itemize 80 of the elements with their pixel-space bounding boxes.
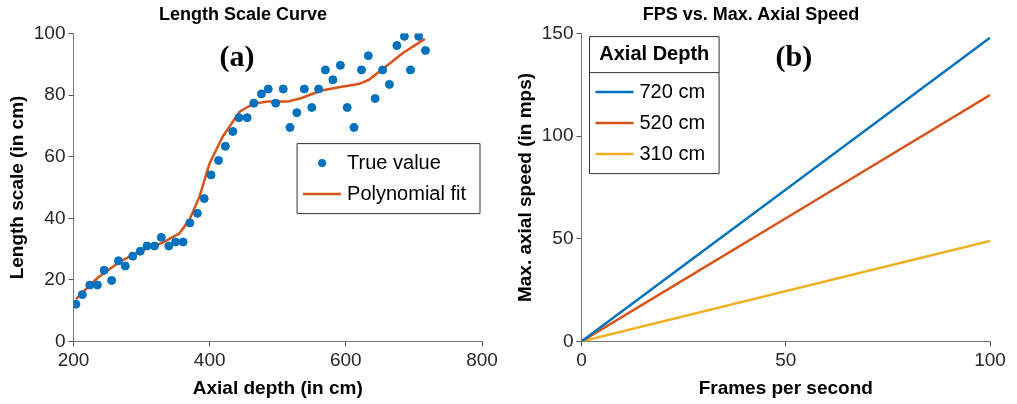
x-tick-label: 400 bbox=[193, 349, 226, 371]
point bbox=[156, 232, 166, 242]
point bbox=[356, 65, 366, 75]
point bbox=[278, 84, 288, 94]
y-axis-title: Max. axial speed (in mps) bbox=[513, 72, 535, 303]
x-tick-label: 100 bbox=[974, 349, 1006, 371]
point bbox=[120, 261, 130, 271]
x-axis-title: Axial depth (in cm) bbox=[192, 376, 363, 398]
point bbox=[171, 237, 181, 247]
chart-title: Length Scale Curve bbox=[158, 3, 328, 24]
legend-label: 520 cm bbox=[639, 110, 706, 133]
point bbox=[214, 155, 224, 165]
x-tick-label: 800 bbox=[466, 349, 498, 371]
point bbox=[107, 275, 117, 285]
y-tick-label: 50 bbox=[552, 227, 574, 249]
x-tick-label: 50 bbox=[775, 349, 797, 371]
y-tick-label: 40 bbox=[44, 206, 66, 228]
y-tick-label: 60 bbox=[44, 144, 66, 166]
annotation: (a) bbox=[219, 39, 255, 74]
point bbox=[135, 246, 145, 256]
point bbox=[328, 75, 338, 85]
point bbox=[164, 241, 174, 251]
y-tick-label: 80 bbox=[44, 83, 66, 105]
legend-label: True value bbox=[347, 150, 441, 173]
y-axis-title: Length scale (in cm) bbox=[5, 95, 27, 280]
point bbox=[335, 60, 345, 70]
point bbox=[249, 98, 259, 108]
x-tick-label: 600 bbox=[329, 349, 362, 371]
point bbox=[406, 65, 416, 75]
point bbox=[271, 98, 281, 108]
legend-title: Axial Depth bbox=[599, 42, 710, 65]
point bbox=[378, 65, 388, 75]
x-axis-title: Frames per second bbox=[698, 376, 873, 398]
point bbox=[392, 41, 402, 51]
y-tick-label: 20 bbox=[44, 268, 66, 290]
point bbox=[399, 33, 409, 41]
point bbox=[299, 84, 309, 94]
point bbox=[113, 256, 123, 266]
point bbox=[150, 241, 160, 251]
point bbox=[77, 290, 87, 300]
point bbox=[99, 265, 109, 275]
point bbox=[307, 102, 317, 112]
y-tick-label: 100 bbox=[33, 21, 66, 43]
point bbox=[73, 299, 81, 309]
point bbox=[234, 113, 244, 123]
point bbox=[228, 126, 238, 136]
x-tick-label: 200 bbox=[57, 349, 90, 371]
point bbox=[320, 65, 330, 75]
legend-label: 720 cm bbox=[639, 79, 706, 102]
point bbox=[206, 170, 216, 180]
point bbox=[285, 122, 295, 132]
point bbox=[420, 46, 430, 56]
point bbox=[292, 108, 302, 118]
legend-label: Polynomial fit bbox=[347, 181, 467, 204]
legend-label: 310 cm bbox=[639, 141, 706, 164]
point bbox=[363, 51, 373, 61]
point bbox=[142, 241, 152, 251]
point bbox=[242, 113, 252, 123]
point bbox=[314, 84, 324, 94]
y-tick-label: 0 bbox=[54, 329, 66, 351]
point bbox=[370, 94, 380, 104]
y-tick-label: 150 bbox=[541, 21, 574, 43]
y-tick-label: 100 bbox=[541, 124, 574, 146]
chart-title: FPS vs. Max. Axial Speed bbox=[642, 3, 860, 24]
point bbox=[92, 280, 102, 290]
point bbox=[85, 280, 95, 290]
point bbox=[263, 84, 273, 94]
point bbox=[342, 102, 352, 112]
point bbox=[349, 122, 359, 132]
y-tick-label: 0 bbox=[562, 329, 574, 351]
point bbox=[128, 251, 138, 261]
point bbox=[178, 237, 188, 247]
point bbox=[185, 218, 195, 228]
point bbox=[220, 141, 230, 151]
point bbox=[199, 194, 209, 204]
point bbox=[384, 79, 394, 89]
point bbox=[414, 33, 424, 41]
point bbox=[192, 208, 202, 218]
point bbox=[256, 89, 266, 99]
annotation: (b) bbox=[775, 39, 813, 74]
